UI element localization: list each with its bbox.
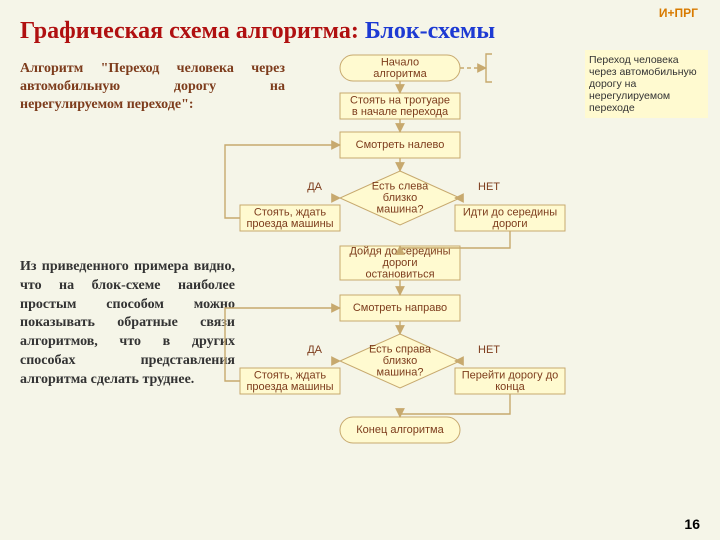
edge xyxy=(486,54,492,82)
node-text-n_right1-1: дороги xyxy=(493,218,528,230)
node-text-n3-1: дороги xyxy=(383,257,418,269)
edge-label-no: НЕТ xyxy=(478,181,500,193)
node-text-d2-1: близко xyxy=(383,355,417,367)
edge-label-no: НЕТ xyxy=(478,344,500,356)
node-text-d1-2: машина? xyxy=(377,204,424,216)
edge xyxy=(400,394,510,417)
node-text-n2-0: Смотреть налево xyxy=(356,139,445,151)
node-text-d1-0: Есть слева xyxy=(372,181,429,193)
flowchart-canvas: Началоалгоритма Стоять на тротуарев начал… xyxy=(0,0,720,540)
node-text-n3-2: остановиться xyxy=(365,269,434,281)
edge-label-yes: ДА xyxy=(307,344,322,356)
node-text-start-0: Начало xyxy=(381,56,419,68)
node-text-n_left2-1: проезда машины xyxy=(246,381,333,393)
page: И+ПРГ Графическая схема алгоритма: Блок-… xyxy=(0,0,720,540)
edge-label-yes: ДА xyxy=(307,181,322,193)
node-text-n_left1-1: проезда машины xyxy=(246,218,333,230)
node-text-n1-0: Стоять на тротуаре xyxy=(350,94,450,106)
node-text-n_left1-0: Стоять, ждать xyxy=(254,206,327,218)
node-text-d1-1: близко xyxy=(383,192,417,204)
node-text-start-1: алгоритма xyxy=(373,68,427,80)
node-text-d2-0: Есть справа xyxy=(369,344,432,356)
node-text-n_right2-1: конца xyxy=(495,381,525,393)
node-text-d2-2: машина? xyxy=(377,367,424,379)
node-text-n_right1-0: Идти до середины xyxy=(463,206,557,218)
node-text-n4-0: Смотреть направо xyxy=(353,302,447,314)
node-text-end-0: Конец алгоритма xyxy=(356,424,444,436)
node-text-n_left2-0: Стоять, ждать xyxy=(254,369,327,381)
node-text-n1-1: в начале перехода xyxy=(352,106,449,118)
node-text-n_right2-0: Перейти дорогу до xyxy=(462,369,559,381)
